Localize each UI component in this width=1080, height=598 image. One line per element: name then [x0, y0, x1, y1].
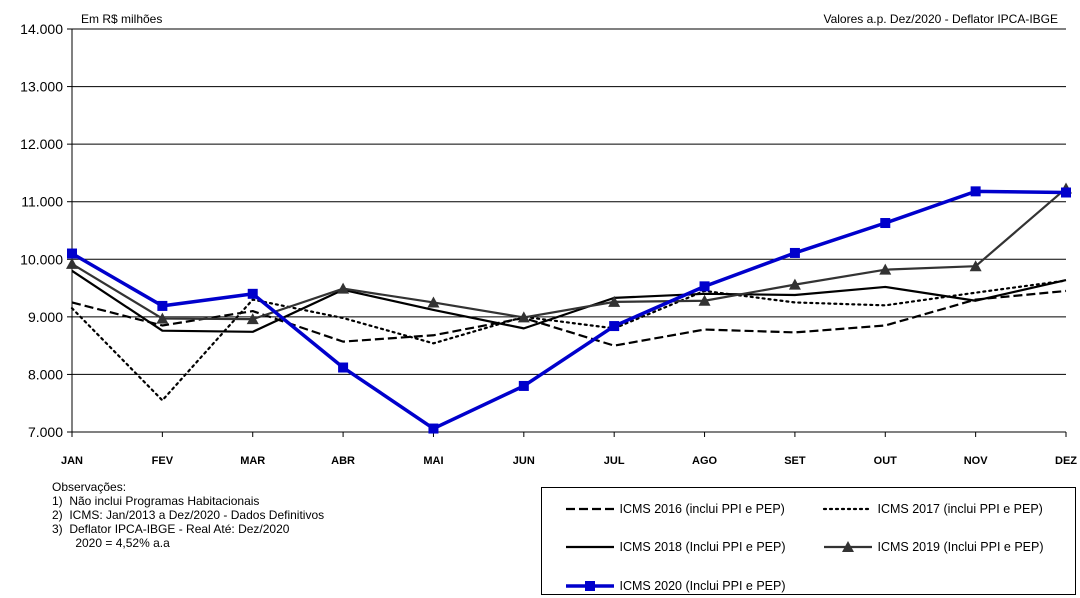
data-point-marker [789, 247, 800, 258]
data-point-marker [246, 313, 259, 325]
legend-marker [585, 581, 595, 591]
series-line-5 [71, 189, 1067, 431]
legend-label: ICMS 2018 (Inclui PPI e PEP) [616, 540, 786, 554]
x-tick-label: NOV [964, 455, 989, 467]
series-line-1 [71, 289, 1067, 347]
data-point-marker [518, 380, 529, 391]
legend-item: ICMS 2016 (inclui PPI e PEP) [564, 501, 785, 517]
x-tick-label: JUL [604, 455, 625, 467]
y-tick-label: 7.000 [28, 424, 63, 440]
x-tick-label: SET [784, 455, 806, 467]
x-tick-label: JUN [513, 455, 535, 467]
note-item: 1) Não inclui Programas Habitacionais [52, 494, 260, 508]
unit-label: Em R$ milhões [81, 12, 163, 26]
legend-swatch [824, 541, 872, 552]
data-point-marker [970, 186, 981, 197]
legend-swatch [566, 545, 614, 549]
x-tick-label: FEV [152, 455, 174, 467]
y-tick-label: 9.000 [28, 309, 63, 325]
legend-swatch [822, 507, 874, 511]
data-point-marker [338, 362, 349, 373]
data-point-marker [879, 263, 892, 275]
deflator-label: Valores a.p. Dez/2020 - Deflator IPCA-IB… [823, 12, 1058, 26]
data-point-marker [699, 281, 710, 292]
x-tick-label: MAI [423, 455, 443, 467]
data-point-marker [427, 296, 440, 308]
data-point-marker [788, 278, 801, 290]
tick-labels: 7.000 8.000 9.000 10.000 11.000 12.000 13.000 1… [20, 21, 1077, 467]
chart-legend: ICMS 2016 (inclui PPI e PEP) ICMS 2017 (… [541, 487, 1076, 595]
data-point-marker [428, 423, 439, 434]
legend-item: ICMS 2020 (Inclui PPI e PEP) [564, 578, 786, 594]
legend-label: ICMS 2016 (inclui PPI e PEP) [616, 502, 785, 516]
legend-swatch [566, 507, 614, 511]
legend-item: ICMS 2018 (Inclui PPI e PEP) [564, 539, 786, 555]
legend-label: ICMS 2020 (Inclui PPI e PEP) [616, 579, 786, 593]
y-tick-label: 12.000 [20, 136, 63, 152]
data-point-marker [247, 288, 258, 299]
data-point-marker [67, 248, 77, 259]
note-item: 3) Deflator IPCA-IBGE - Real Até: Dez/20… [52, 522, 290, 536]
x-tick-label: MAR [240, 455, 265, 467]
y-tick-label: 13.000 [20, 79, 63, 95]
series-line-3 [71, 269, 1067, 333]
x-tick-label: ABR [331, 455, 355, 467]
data-point-marker [969, 260, 982, 272]
data-point-marker [1061, 187, 1071, 198]
series-line-2 [70, 279, 1068, 402]
data-point-marker [517, 311, 530, 323]
data-point-marker [698, 294, 711, 306]
x-tick-label: AGO [692, 455, 718, 467]
line-chart: 7.000 8.000 9.000 10.000 11.000 12.000 13.000 1… [20, 21, 1077, 467]
y-tick-label: 11.000 [21, 194, 63, 210]
legend-item: ICMS 2017 (inclui PPI e PEP) [822, 501, 1043, 517]
axes [67, 28, 1067, 437]
legend-label: ICMS 2019 (Inclui PPI e PEP) [874, 540, 1044, 554]
data-point-marker [337, 282, 350, 294]
x-tick-label: OUT [874, 455, 898, 467]
legend-marker [842, 541, 854, 552]
legend-swatch [566, 581, 614, 591]
y-tick-label: 14.000 [20, 21, 63, 37]
y-tick-label: 8.000 [28, 366, 63, 382]
note-item: 2) ICMS: Jan/2013 a Dez/2020 - Dados Def… [52, 508, 325, 522]
y-tick-label: 10.000 [20, 251, 63, 267]
data-point-marker [156, 312, 169, 324]
x-tick-label: DEZ [1055, 455, 1077, 467]
notes-block: Observações: 1) Não inclui Programas Hab… [52, 480, 324, 550]
x-tick-label: JAN [61, 455, 83, 467]
data-point-marker [880, 218, 891, 229]
series-lines [66, 182, 1072, 434]
notes-title: Observações: [52, 480, 127, 494]
data-point-marker [157, 300, 168, 311]
data-point-marker [609, 321, 620, 332]
note-item: 2020 = 4,52% a.a [52, 536, 170, 550]
legend-label: ICMS 2017 (inclui PPI e PEP) [874, 502, 1043, 516]
legend-item: ICMS 2019 (Inclui PPI e PEP) [822, 539, 1044, 555]
data-point-marker [608, 295, 621, 307]
data-point-marker [66, 257, 78, 269]
series-line-4 [71, 187, 1067, 321]
